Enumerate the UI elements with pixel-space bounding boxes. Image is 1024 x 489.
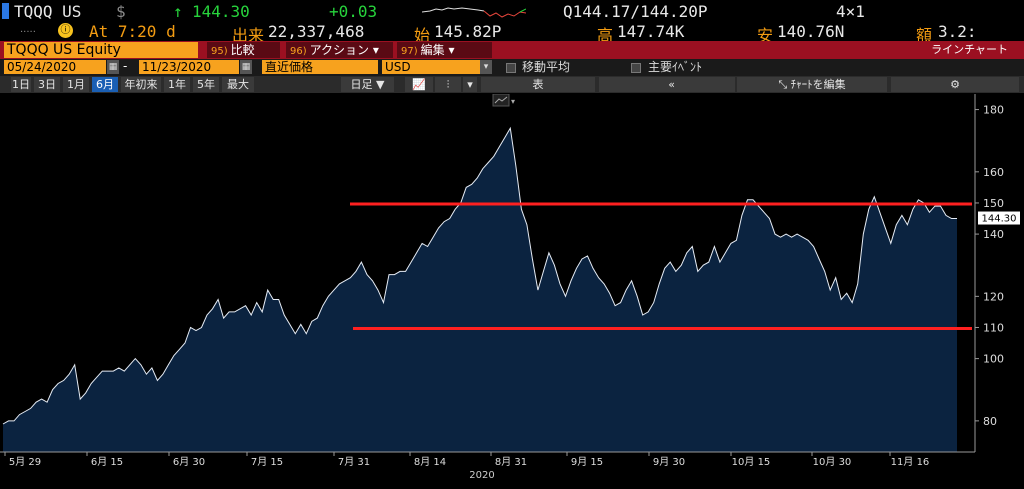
ticker-bar: TQQQ US $ ↑ 144.30 +0.03 Q144.17/144.20P… — [0, 0, 1024, 22]
key-events-label: 主要ｲﾍﾞﾝﾄ — [648, 60, 703, 74]
x-tick-label: 9月 30 — [653, 456, 685, 468]
edit-button[interactable]: 97) 編集 ▾ — [397, 42, 492, 58]
actions-button[interactable]: 96) アクション ▾ — [286, 42, 393, 58]
period-button[interactable]: 1月 — [63, 77, 89, 92]
price-chart[interactable]: ▾ 80 100 110 120 140 150 160 180 5月 29 6月 15 6月 3… — [0, 94, 1024, 489]
x-tick-label: 10月 30 — [813, 456, 852, 468]
tool-dropdown-icon[interactable]: ▾ — [463, 77, 477, 92]
price-type-field[interactable]: 直近価格 — [262, 60, 378, 74]
last-price-tag: 144.30 — [978, 211, 1020, 225]
edit-chart-icon: ⤡ — [778, 78, 791, 91]
year-label: 2020 — [469, 470, 494, 481]
moving-average-checkbox[interactable] — [506, 63, 516, 73]
period-button[interactable]: 1年 — [164, 77, 190, 92]
x-tick-label: 10月 15 — [732, 456, 771, 468]
sparkline-icon — [422, 7, 526, 18]
period-button[interactable]: 年初来 — [121, 77, 161, 92]
y-tick-label: 160 — [983, 166, 1004, 179]
price-change: +0.03 — [329, 2, 378, 21]
open-value: 145.82P — [434, 22, 502, 41]
gear-icon[interactable]: ⚙ — [891, 77, 1019, 92]
y-tick-label: 180 — [983, 104, 1004, 117]
edit-num: 97) — [401, 46, 418, 57]
bid-ask-quote: Q144.17/144.20P — [563, 2, 708, 21]
period-button[interactable]: 1日 — [11, 77, 31, 92]
y-axis: 80 100 110 120 140 150 160 180 — [975, 104, 1004, 428]
volume-label: 出来 — [232, 26, 265, 45]
edit-chart-label: ﾁｬｰﾄを編集 — [790, 78, 846, 91]
low-value: 140.76N — [777, 22, 845, 41]
edit-chart-button[interactable]: ⤡ ﾁｬｰﾄを編集 — [737, 77, 887, 92]
x-axis: 5月 29 6月 15 6月 30 7月 15 7月 31 8月 14 8月 31 9月 15… — [4, 452, 930, 468]
x-tick-label: 7月 15 — [251, 456, 283, 468]
y-tick-label: 150 — [983, 197, 1004, 210]
x-tick-label: 8月 31 — [495, 456, 527, 468]
currency-label: $ — [116, 2, 126, 21]
low-label: 安 — [757, 26, 774, 45]
svg-text:▾: ▾ — [511, 97, 515, 106]
actions-label: アクション ▾ — [309, 43, 379, 57]
moving-average-label: 移動平均 — [522, 60, 571, 74]
y-tick-label: 110 — [983, 321, 1004, 334]
value-value: 3.2: — [938, 22, 977, 41]
alert-icon[interactable]: ⓘ — [58, 23, 73, 38]
open-label: 始 — [414, 26, 431, 45]
x-tick-label: 6月 30 — [173, 456, 205, 468]
up-arrow-icon: ↑ — [173, 2, 183, 21]
stats-bar: ..... ⓘ At 7:20 d 出来 22,337,468 始 145.82… — [0, 22, 1024, 45]
x-tick-label: 7月 31 — [338, 456, 370, 468]
daily-dropdown[interactable]: 日足 ▼ — [341, 77, 394, 92]
chart-tool-icon[interactable]: ⫶ — [435, 77, 461, 92]
end-calendar-icon[interactable]: ▦ — [240, 60, 252, 74]
last-price: 144.30 — [192, 2, 250, 21]
collapse-button[interactable]: « — [599, 77, 735, 92]
currency-dropdown-icon[interactable]: ▾ — [480, 60, 492, 74]
y-tick-label: 120 — [983, 290, 1004, 303]
x-tick-label: 8月 14 — [414, 456, 446, 468]
key-events-checkbox[interactable] — [631, 63, 641, 73]
time-label: At 7:20 d — [89, 22, 176, 41]
chart-mini-icon[interactable]: ▾ — [492, 94, 515, 107]
period-button[interactable]: 3日 — [34, 77, 60, 92]
range-dash: - — [123, 59, 128, 73]
value-label: 額 — [916, 26, 933, 45]
last-price-label: 144.30 — [982, 214, 1017, 225]
y-tick-label: 100 — [983, 353, 1004, 366]
start-date-field[interactable]: 05/24/2020 — [4, 60, 106, 74]
period-button[interactable]: 最大 — [222, 77, 254, 92]
ticker-symbol[interactable]: TQQQ US — [14, 2, 82, 21]
y-tick-label: 140 — [983, 228, 1004, 241]
compare-num: 95) — [211, 46, 228, 57]
x-tick-label: 5月 29 — [9, 456, 41, 468]
volume-value: 22,337,468 — [268, 22, 365, 41]
dots-indicator: ..... — [20, 24, 36, 35]
period-button[interactable]: 6月 — [92, 77, 118, 92]
compare-label: 比較 — [230, 43, 255, 57]
x-tick-label: 9月 15 — [571, 456, 603, 468]
high-value: 147.74K — [617, 22, 685, 41]
chart-type-label[interactable]: ラインチャート — [931, 43, 1008, 56]
security-input[interactable]: TQQQ US Equity — [4, 42, 198, 58]
currency-field[interactable]: USD — [382, 60, 480, 74]
period-button[interactable]: 5年 — [193, 77, 219, 92]
price-line — [2, 126, 957, 425]
x-tick-label: 6月 15 — [91, 456, 123, 468]
start-calendar-icon[interactable]: ▦ — [107, 60, 119, 74]
line-chart-icon[interactable]: 📈 — [405, 77, 433, 92]
y-tick-label: 80 — [983, 415, 997, 428]
table-button[interactable]: 表 — [481, 77, 595, 92]
security-marker — [2, 3, 9, 19]
edit-label: 編集 ▾ — [420, 43, 455, 57]
bid-ask-size: 4×1 — [836, 2, 865, 21]
high-label: 高 — [597, 26, 614, 45]
actions-num: 96) — [290, 46, 307, 57]
end-date-field[interactable]: 11/23/2020 — [139, 60, 239, 74]
price-area — [3, 128, 957, 452]
compare-button[interactable]: 95) 比較 — [207, 42, 280, 58]
x-tick-label: 11月 16 — [891, 456, 930, 468]
